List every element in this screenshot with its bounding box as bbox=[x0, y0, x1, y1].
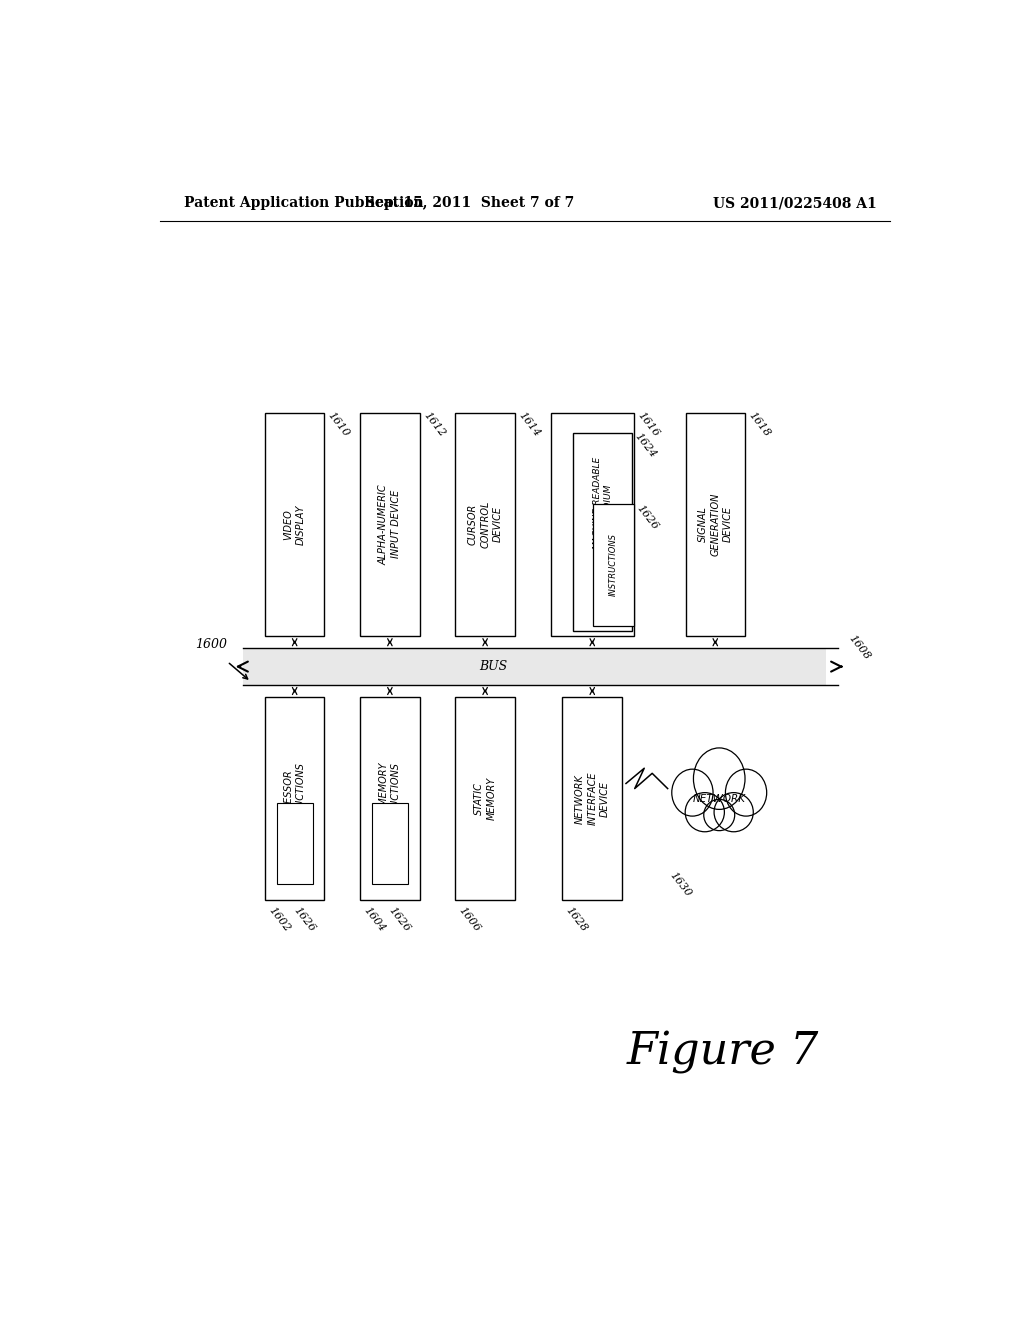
Text: 1612: 1612 bbox=[421, 411, 446, 440]
Text: US 2011/0225408 A1: US 2011/0225408 A1 bbox=[713, 197, 877, 210]
Text: 1624: 1624 bbox=[633, 430, 658, 459]
Text: 1604: 1604 bbox=[361, 906, 387, 935]
Bar bbox=[685, 412, 745, 636]
Text: PROCESSOR
INSTRUCTIONS: PROCESSOR INSTRUCTIONS bbox=[284, 762, 306, 836]
Bar bbox=[360, 412, 420, 636]
Ellipse shape bbox=[672, 770, 713, 816]
Ellipse shape bbox=[703, 800, 734, 830]
Text: STATIC
MEMORY: STATIC MEMORY bbox=[474, 777, 497, 820]
Text: 1608: 1608 bbox=[847, 632, 872, 661]
Text: BUS: BUS bbox=[479, 660, 507, 673]
Bar bbox=[265, 697, 325, 900]
Bar bbox=[243, 648, 826, 685]
Text: ALPHA-NUMERIC
INPUT DEVICE: ALPHA-NUMERIC INPUT DEVICE bbox=[379, 484, 401, 565]
Text: NETWORK
INTERFACE
DEVICE: NETWORK INTERFACE DEVICE bbox=[574, 772, 609, 825]
Text: 1602: 1602 bbox=[266, 906, 292, 935]
Ellipse shape bbox=[725, 770, 767, 816]
Text: MACHINE-READABLE
MEDIUM: MACHINE-READABLE MEDIUM bbox=[593, 455, 612, 549]
Ellipse shape bbox=[685, 792, 724, 832]
Bar bbox=[456, 697, 515, 900]
Text: Figure 7: Figure 7 bbox=[627, 1031, 819, 1074]
Bar bbox=[572, 433, 633, 631]
Text: 1626: 1626 bbox=[292, 906, 317, 935]
Text: 1630: 1630 bbox=[668, 870, 693, 899]
Bar bbox=[593, 504, 634, 626]
Bar bbox=[551, 412, 634, 636]
Text: 1600: 1600 bbox=[196, 639, 227, 651]
Text: 1616: 1616 bbox=[636, 411, 660, 440]
Text: MAIN MEMORY
INSTRUCTIONS: MAIN MEMORY INSTRUCTIONS bbox=[379, 762, 401, 836]
Text: INSTRUCTIONS: INSTRUCTIONS bbox=[609, 533, 618, 597]
Text: 1610: 1610 bbox=[326, 411, 351, 440]
Bar bbox=[456, 412, 515, 636]
Text: 1614: 1614 bbox=[516, 411, 542, 440]
Text: 1626: 1626 bbox=[387, 906, 413, 935]
Text: SIGNAL
GENERATION
DEVICE: SIGNAL GENERATION DEVICE bbox=[698, 492, 732, 556]
Bar bbox=[562, 697, 622, 900]
Bar bbox=[372, 803, 408, 884]
Ellipse shape bbox=[714, 792, 754, 832]
Ellipse shape bbox=[693, 748, 745, 809]
Text: 1628: 1628 bbox=[564, 906, 590, 935]
Text: CURSOR
CONTROL
DEVICE: CURSOR CONTROL DEVICE bbox=[468, 500, 503, 548]
Text: NETWORK: NETWORK bbox=[692, 793, 745, 804]
Text: Patent Application Publication: Patent Application Publication bbox=[183, 197, 423, 210]
Bar bbox=[276, 803, 312, 884]
Text: Sep. 15, 2011  Sheet 7 of 7: Sep. 15, 2011 Sheet 7 of 7 bbox=[365, 197, 573, 210]
Text: VIDEO
DISPLAY: VIDEO DISPLAY bbox=[284, 504, 306, 545]
Bar bbox=[265, 412, 325, 636]
Text: 1606: 1606 bbox=[457, 906, 482, 935]
Text: DRIVE UNIT: DRIVE UNIT bbox=[587, 496, 597, 553]
Bar bbox=[360, 697, 420, 900]
Text: 1618: 1618 bbox=[746, 411, 772, 440]
Text: 1626: 1626 bbox=[635, 503, 660, 532]
